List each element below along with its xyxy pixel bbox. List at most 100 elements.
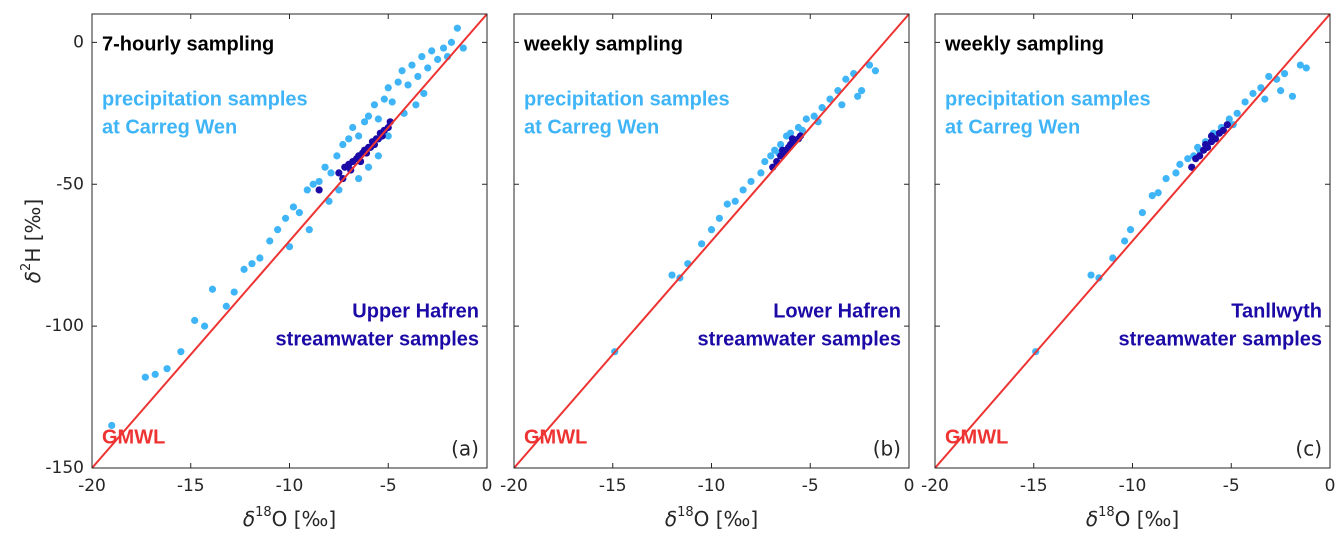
x-tick-label: -10 xyxy=(698,476,726,496)
sample-point xyxy=(453,24,461,32)
sample-point xyxy=(303,186,311,194)
sample-point xyxy=(163,365,171,373)
y-tick-label: -100 xyxy=(45,316,84,336)
x-tick-label: -15 xyxy=(177,476,205,496)
sample-point xyxy=(428,47,436,55)
sample-point xyxy=(327,169,335,177)
sample-point xyxy=(108,421,116,430)
x-axis-label-rest: O [‰] xyxy=(272,507,337,531)
panel-label: (b) xyxy=(873,437,901,461)
sample-point xyxy=(360,118,369,126)
series-label: streamwater samples xyxy=(276,328,479,350)
sample-point xyxy=(731,197,739,205)
sample-point xyxy=(1087,271,1095,279)
sample-point xyxy=(191,316,199,325)
x-axis-label: δ18O [‰] xyxy=(243,505,336,531)
sample-point xyxy=(715,214,724,222)
sample-point xyxy=(1261,95,1269,103)
sample-point xyxy=(747,177,755,186)
sample-point xyxy=(447,38,456,46)
sample-point xyxy=(355,174,363,183)
sample-point xyxy=(414,72,422,81)
sample-point xyxy=(274,226,282,234)
sample-point xyxy=(1296,61,1304,69)
x-axis-label-rest: O [‰] xyxy=(1115,507,1180,531)
series-label: precipitation samples xyxy=(524,88,730,110)
sample-point xyxy=(315,177,323,186)
sample-point xyxy=(424,64,432,72)
sample-point xyxy=(842,75,850,83)
sample-point xyxy=(739,186,747,194)
x-tick-label: -20 xyxy=(921,476,949,496)
sample-point xyxy=(1194,143,1202,151)
sample-point xyxy=(325,197,333,205)
sample-point xyxy=(1201,140,1210,149)
sample-point xyxy=(1162,174,1170,183)
sample-point xyxy=(380,95,388,103)
sample-point xyxy=(1154,189,1162,197)
sample-point xyxy=(1257,84,1265,92)
sample-point xyxy=(459,44,467,52)
x-axis-label-sup: 18 xyxy=(255,505,272,520)
sample-point xyxy=(1172,169,1180,177)
y-axis-label-rest: H [‰] xyxy=(21,199,45,263)
sample-point xyxy=(1184,155,1192,163)
sample-point xyxy=(1121,237,1129,245)
sample-point xyxy=(357,157,365,166)
sample-point xyxy=(285,243,294,251)
sample-point xyxy=(321,163,329,171)
y-tick-label: 0 xyxy=(73,32,84,52)
sample-point xyxy=(802,115,810,123)
sample-point xyxy=(1126,226,1135,234)
sample-point xyxy=(1196,152,1204,160)
sample-point xyxy=(1207,132,1216,140)
panel-label: (a) xyxy=(451,437,479,461)
sample-point xyxy=(777,140,785,149)
series-label: GMWL xyxy=(524,426,587,448)
sample-point xyxy=(339,140,347,149)
sample-point xyxy=(370,101,379,109)
series-label: streamwater samples xyxy=(698,328,901,350)
sample-point xyxy=(723,200,731,208)
x-axis-label: δ18O [‰] xyxy=(665,505,758,531)
y-tick-label: -150 xyxy=(45,458,84,478)
series-label: precipitation samples xyxy=(102,88,308,110)
axes-frame xyxy=(91,13,488,469)
x-tick-label: -10 xyxy=(276,476,304,496)
sample-point xyxy=(818,104,826,112)
panel-title: 7-hourly sampling xyxy=(102,33,274,55)
series-label: at Carreg Wen xyxy=(102,116,237,138)
sample-point xyxy=(355,132,363,140)
sample-point xyxy=(289,203,298,211)
sample-point xyxy=(698,240,706,248)
sample-point xyxy=(266,237,274,245)
axes-frame xyxy=(934,13,1331,469)
sample-point xyxy=(767,152,775,160)
sample-point xyxy=(1138,209,1146,217)
sample-point xyxy=(335,169,343,177)
sample-point xyxy=(418,52,426,61)
x-axis-label-rest: O [‰] xyxy=(694,507,759,531)
sample-point xyxy=(200,322,209,330)
x-tick-label: -15 xyxy=(1020,476,1048,496)
panel-title: weekly sampling xyxy=(944,33,1104,55)
x-axis-label-sup: 18 xyxy=(677,505,694,520)
sample-point xyxy=(420,89,428,98)
sample-point xyxy=(335,186,343,194)
sample-point xyxy=(364,112,373,120)
sample-point xyxy=(439,44,448,52)
gmwl-line xyxy=(935,14,1330,468)
series-label: GMWL xyxy=(945,426,1008,448)
series-label: Tanllwyth xyxy=(1231,300,1322,322)
sample-point xyxy=(384,132,392,140)
x-axis-label-symbol: δ xyxy=(665,507,677,531)
axes-frame xyxy=(513,13,910,469)
sample-point xyxy=(412,101,420,109)
sample-point xyxy=(398,67,406,75)
sample-point xyxy=(434,55,442,64)
x-tick-label: -5 xyxy=(802,476,819,496)
x-tick-label: -10 xyxy=(1119,476,1147,496)
x-tick-label: -15 xyxy=(599,476,627,496)
y-axis-label-symbol: δ xyxy=(21,271,45,283)
